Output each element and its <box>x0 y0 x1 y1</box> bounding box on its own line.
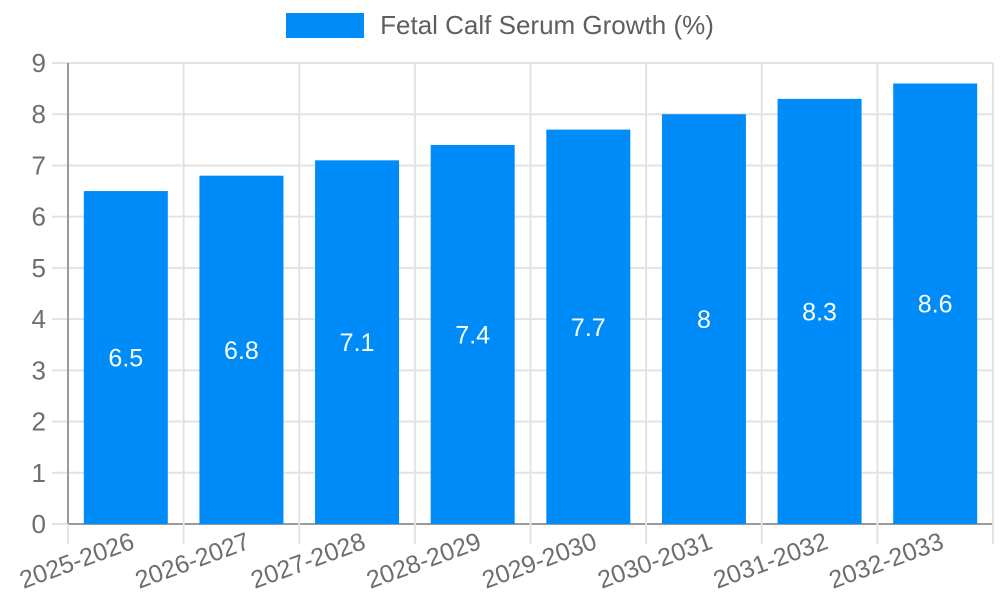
legend-swatch-icon <box>286 12 365 38</box>
x-tick-label: 2026-2027 <box>132 527 254 594</box>
x-tick-label: 2027-2028 <box>247 527 369 594</box>
legend-label: Fetal Calf Serum Growth (%) <box>380 10 714 40</box>
y-tick-label: 4 <box>32 304 46 334</box>
bar[interactable] <box>661 114 746 524</box>
y-tick-label: 7 <box>32 150 46 180</box>
bar[interactable] <box>893 83 978 524</box>
bar-value-label: 7.4 <box>455 321 490 349</box>
y-tick-label: 1 <box>32 458 46 488</box>
y-tick-label: 0 <box>32 509 46 539</box>
x-tick-label: 2032-2033 <box>825 527 947 594</box>
y-tick-label: 9 <box>32 48 46 78</box>
bar[interactable] <box>546 129 631 525</box>
y-tick-label: 2 <box>32 407 46 437</box>
bar-value-label: 7.1 <box>340 329 375 357</box>
y-tick-label: 8 <box>32 99 46 129</box>
bar[interactable] <box>430 144 515 524</box>
y-tick-label: 6 <box>32 202 46 232</box>
bar-value-label: 6.5 <box>108 345 143 373</box>
bar-value-label: 7.7 <box>571 314 606 342</box>
y-tick-label: 3 <box>32 355 46 385</box>
bar-value-label: 8.6 <box>918 291 953 319</box>
bar-value-label: 6.8 <box>224 337 259 365</box>
chart-legend-item[interactable]: Fetal Calf Serum Growth (%) <box>0 12 1000 38</box>
x-tick-label: 2031-2032 <box>710 527 832 594</box>
bar[interactable] <box>199 175 284 524</box>
x-tick-label: 2029-2030 <box>478 527 600 594</box>
bar[interactable] <box>315 160 400 525</box>
y-tick-label: 5 <box>32 253 46 283</box>
bar[interactable] <box>777 98 862 524</box>
bar[interactable] <box>83 191 168 525</box>
x-tick-label: 2028-2029 <box>363 527 485 594</box>
x-tick-label: 2030-2031 <box>594 527 716 594</box>
bar-value-label: 8.3 <box>802 298 837 326</box>
bar-value-label: 8 <box>697 306 711 334</box>
